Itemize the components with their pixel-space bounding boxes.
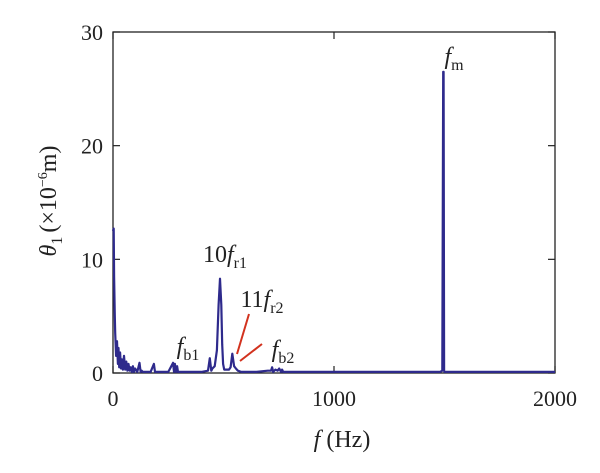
plot-frame xyxy=(112,31,556,374)
x-tick-label: 0 xyxy=(108,386,119,411)
ticks: 0 1000 2000 0 10 20 30 xyxy=(81,20,577,411)
y-tick-label: 10 xyxy=(81,247,103,272)
annotation-leader-line xyxy=(239,343,263,362)
annotation-label: 11fr2 xyxy=(240,287,283,317)
x-axis-title: f (Hz) xyxy=(314,427,371,453)
x-tick-label: 2000 xyxy=(533,386,577,411)
annotation-label: 10fr1 xyxy=(203,242,247,272)
annotation-label: fb1 xyxy=(177,334,200,364)
x-tick-label: 1000 xyxy=(312,386,356,411)
y-tick-label: 0 xyxy=(92,361,103,386)
y-tick-label: 30 xyxy=(81,20,103,45)
y-tick-label: 20 xyxy=(81,134,103,159)
annotation-leader-line xyxy=(236,313,250,355)
annotation-label: fm xyxy=(444,44,464,74)
annotation-label: fb2 xyxy=(272,337,295,367)
series-line xyxy=(111,70,555,373)
plot-border xyxy=(112,31,556,374)
annotations: fm 10fr1 11fr2 fb1 fb2 xyxy=(177,44,464,367)
y-axis-title: θ1(×10−6m) xyxy=(36,146,66,257)
series-group xyxy=(111,70,555,373)
